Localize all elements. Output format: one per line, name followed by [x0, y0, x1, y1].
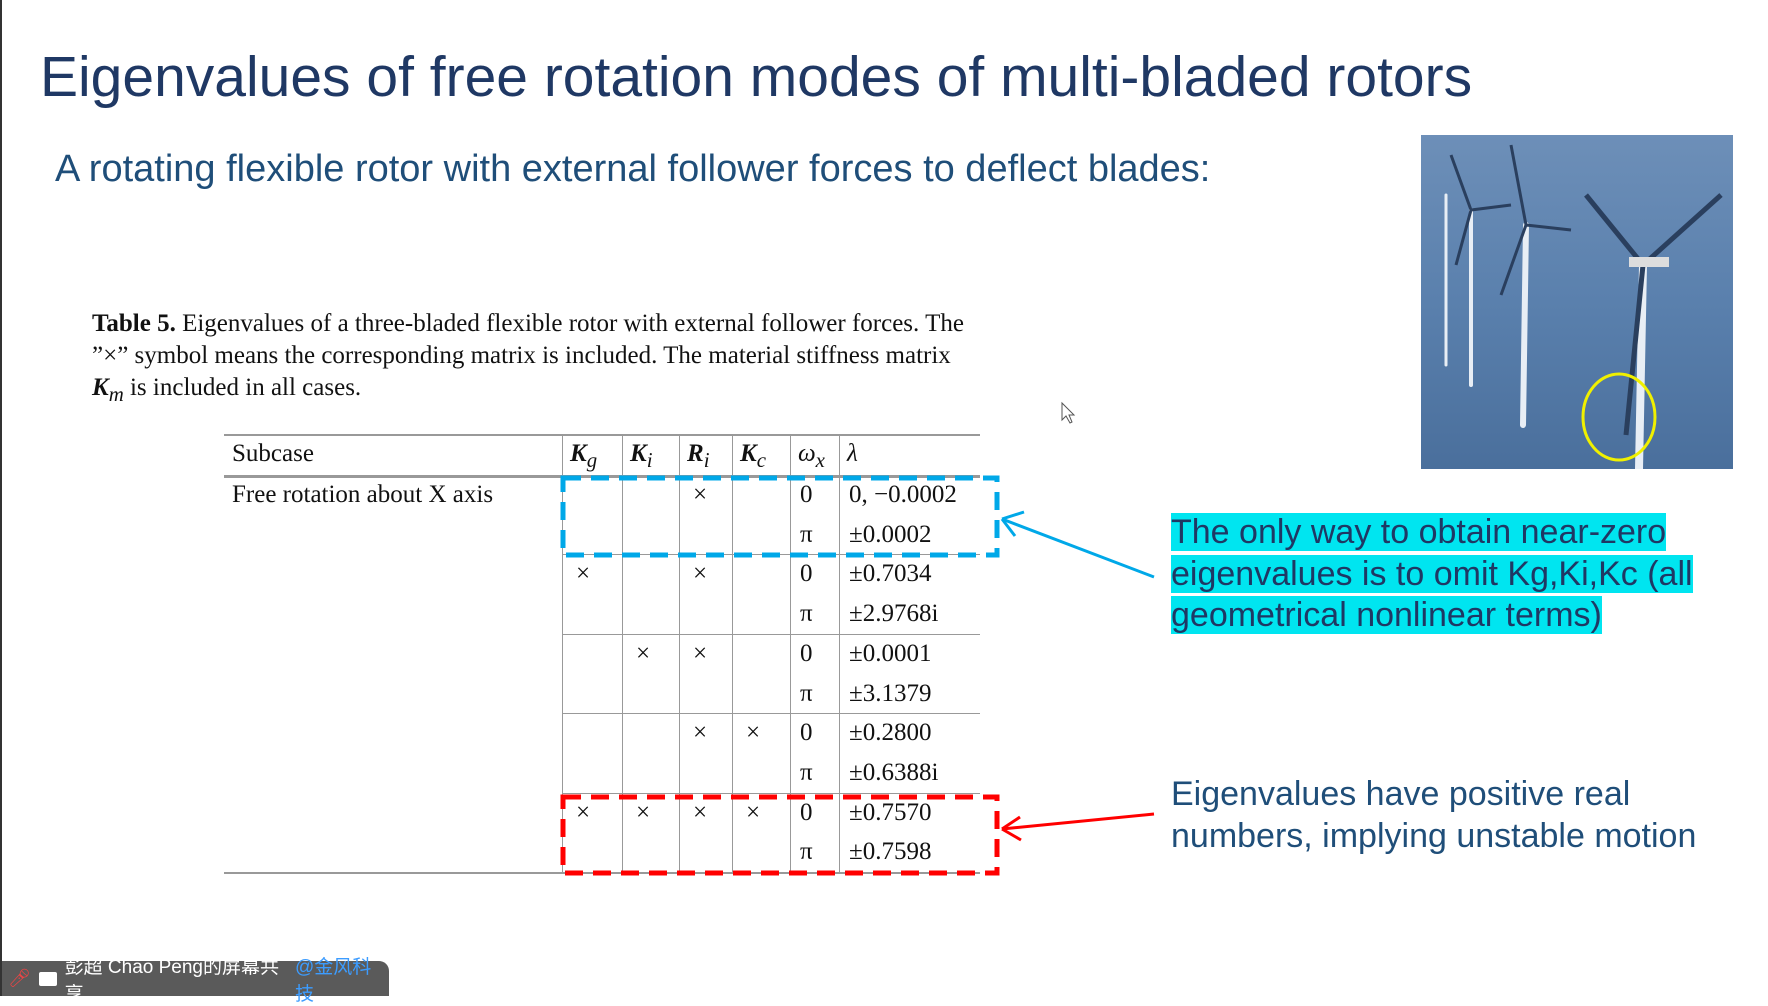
table-cell: π	[800, 758, 813, 786]
unstable-note-line1: Eigenvalues have positive real	[1171, 775, 1631, 813]
mouse-cursor-icon	[1061, 401, 1076, 424]
table-cell: ±0.6388i	[849, 758, 939, 786]
table-cell: 0, −0.0002	[849, 481, 957, 508]
unstable-note-line2: numbers, implying unstable motion	[1171, 817, 1697, 855]
table-cell: 0	[800, 639, 813, 667]
group-rule	[562, 713, 980, 715]
column-rule	[790, 434, 791, 872]
table-header-6: λ	[847, 440, 858, 467]
table-cell: ×	[693, 719, 708, 747]
table-cell: π	[800, 600, 813, 628]
screen-share-icon[interactable]	[38, 971, 57, 986]
table-cell: 0	[800, 560, 813, 588]
red-arrow	[1001, 812, 1155, 842]
table-cell: ±0.0001	[849, 639, 932, 667]
table-cell: ×	[576, 798, 591, 826]
table-cell: ×	[636, 798, 651, 826]
table-cell: ×	[746, 798, 761, 826]
share-bar-text: 彭超 Chao Peng的屏幕共享	[64, 956, 279, 1005]
table-top-rule	[224, 434, 980, 436]
table-cell: ×	[746, 719, 761, 747]
table-cell: ±0.0002	[849, 520, 932, 548]
table-cell: ±2.9768i	[849, 600, 939, 628]
table-cell: 0	[800, 481, 813, 508]
table-cell: ±0.7598	[849, 838, 932, 866]
table-header-3: Ri	[687, 440, 710, 472]
group-rule	[562, 554, 980, 556]
screen-share-bar[interactable]: 🎤︎ 彭超 Chao Peng的屏幕共享 @金风科技	[2, 957, 389, 1005]
table-cell: 0	[800, 798, 813, 826]
column-rule	[839, 434, 840, 872]
table-cell: 0	[800, 719, 813, 747]
column-rule	[732, 434, 733, 872]
column-rule	[622, 434, 623, 872]
table-caption-line1: Table 5. Eigenvalues of a three-bladed f…	[92, 310, 964, 337]
table-cell: ±0.2800	[849, 719, 932, 747]
table-cell: ±3.1379	[849, 679, 932, 707]
table-caption-line3: Km is included in all cases.	[92, 374, 362, 406]
table-cell: π	[800, 679, 813, 707]
share-bar-org: @金风科技	[294, 956, 372, 1005]
mic-muted-icon[interactable]: 🎤︎	[8, 968, 31, 988]
group-rule	[562, 633, 980, 635]
table-cell: ×	[576, 560, 591, 588]
table-header-1: Kg	[570, 440, 598, 472]
table-cell: π	[800, 838, 813, 866]
subcase-label: Free rotation about X axis	[232, 481, 494, 508]
table-cell: ±0.7034	[849, 560, 932, 588]
table-header-4: Kc	[740, 440, 766, 472]
slide-subtitle: A rotating flexible rotor with external …	[55, 148, 1211, 190]
table-header-2: Ki	[630, 440, 653, 472]
column-rule	[562, 434, 563, 872]
red-dashed-box	[560, 794, 1000, 876]
table-cell: ×	[693, 639, 708, 667]
table-bottom-rule	[224, 872, 980, 874]
near-zero-note-line2: eigenvalues is to omit Kg,Ki,Kc (all	[1171, 555, 1693, 593]
table-cell: ×	[693, 481, 708, 508]
table-cell: ×	[693, 798, 708, 826]
near-zero-note-line3: geometrical nonlinear terms)	[1171, 596, 1602, 634]
table-cell: ×	[636, 639, 651, 667]
table-cell: ×	[693, 560, 708, 588]
table-header-rule	[224, 475, 980, 478]
slide-title: Eigenvalues of free rotation modes of mu…	[40, 45, 1473, 109]
table-header-5: ωx	[798, 440, 825, 472]
table-header-0: Subcase	[232, 440, 314, 467]
near-zero-note-line1: The only way to obtain near-zero	[1171, 513, 1667, 551]
table-caption-line2: ”×” symbol means the corresponding matri…	[92, 342, 951, 369]
table-cell: ±0.7570	[849, 798, 932, 826]
table-cell: π	[800, 520, 813, 548]
blue-arrow	[1000, 510, 1155, 579]
group-rule	[562, 792, 980, 794]
column-rule	[679, 434, 680, 872]
wind-turbine-photo	[1421, 135, 1733, 469]
